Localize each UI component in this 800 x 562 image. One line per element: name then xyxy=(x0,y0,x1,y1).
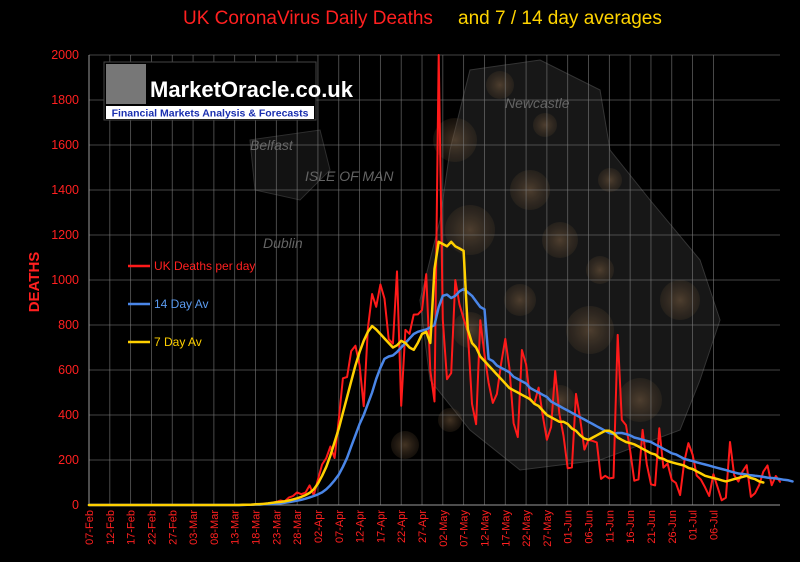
x-tick-label: 07-Feb xyxy=(84,510,96,545)
legend-label-deaths: UK Deaths per day xyxy=(154,259,255,273)
y-tick-label: 1000 xyxy=(51,273,79,287)
chart-title-main: UK CoronaVirus Daily Deaths xyxy=(183,8,433,29)
map-blob xyxy=(542,222,578,258)
map-blob xyxy=(586,256,614,284)
map-blob xyxy=(445,205,495,255)
x-tick-label: 12-Apr xyxy=(355,510,367,543)
map-label-newcastle: Newcastle xyxy=(505,95,570,111)
legend: UK Deaths per day 14 Day Av 7 Day Av xyxy=(128,259,255,349)
x-tick-label: 02-Apr xyxy=(313,510,325,543)
map-blob xyxy=(438,408,462,432)
x-tick-label: 27-Feb xyxy=(167,510,179,545)
map-blob xyxy=(660,280,700,320)
background-map: Belfast ISLE OF MAN Dublin Newcastle xyxy=(249,59,721,471)
legend-label-14day: 14 Day Av xyxy=(154,297,208,311)
logo-tagline: Financial Markets Analysis & Forecasts xyxy=(112,108,309,120)
x-tick-label: 01-Jul xyxy=(688,510,700,540)
x-tick-label: 26-Jun xyxy=(667,510,679,544)
x-tick-label: 12-Feb xyxy=(105,510,117,545)
map-blob xyxy=(486,71,514,99)
y-tick-label: 200 xyxy=(58,453,79,467)
x-tick-label: 17-Apr xyxy=(375,510,387,543)
x-tick-label: 03-Mar xyxy=(188,510,200,545)
y-tick-label: 1400 xyxy=(51,183,79,197)
y-tick-label: 0 xyxy=(72,498,79,512)
y-tick-label: 600 xyxy=(58,363,79,377)
x-tick-label: 07-Apr xyxy=(334,510,346,543)
map-blobs xyxy=(391,71,700,459)
y-tick-label: 1200 xyxy=(51,228,79,242)
series-layer xyxy=(87,54,794,507)
x-tick-label: 22-Apr xyxy=(396,510,408,543)
legend-label-7day: 7 Day Av xyxy=(154,335,202,349)
y-tick-label: 1600 xyxy=(51,138,79,152)
x-tick-label: 23-Mar xyxy=(271,510,283,545)
x-tick-label: 18-Mar xyxy=(251,510,263,545)
x-tick-label: 17-Feb xyxy=(126,510,138,545)
map-label-isle-of-man: ISLE OF MAN xyxy=(305,168,394,184)
y-axis-title: DEATHS xyxy=(26,252,43,313)
y-tick-labels: 0 200 400 600 800 1000 1200 1400 1600 1800 2000 xyxy=(51,48,79,512)
map-label-dublin: Dublin xyxy=(263,235,303,251)
y-tick-label: 800 xyxy=(58,318,79,332)
x-tick-label: 06-Jul xyxy=(708,510,720,540)
x-tick-label: 27-Apr xyxy=(417,510,429,543)
x-tick-label: 07-May xyxy=(459,510,471,547)
x-tick-label: 21-Jun xyxy=(646,510,658,544)
map-island xyxy=(249,129,331,201)
x-tick-label: 11-Jun xyxy=(604,510,616,543)
x-tick-label: 12-May xyxy=(479,510,491,547)
map-blob xyxy=(566,306,614,354)
x-tick-label: 16-Jun xyxy=(625,510,637,544)
x-tick-label: 06-Jun xyxy=(584,510,596,544)
grid-layer xyxy=(88,54,780,506)
y-tick-label: 2000 xyxy=(51,48,79,62)
x-tick-label: 22-Feb xyxy=(146,510,158,545)
x-tick-label: 22-May xyxy=(521,510,533,547)
x-tick-labels: 07-Feb 12-Feb 17-Feb 22-Feb 27-Feb 03-Mar 08-M… xyxy=(84,510,720,547)
map-blob xyxy=(391,431,419,459)
x-tick-label: 02-May xyxy=(438,510,450,547)
map-blob xyxy=(533,113,557,137)
x-tick-label: 28-Mar xyxy=(292,510,304,545)
logo-name: MarketOracle.co.uk xyxy=(150,77,354,102)
x-tick-label: 27-May xyxy=(542,510,554,547)
logo-tagline-bar xyxy=(106,106,314,119)
x-tick-label: 08-Mar xyxy=(209,510,221,545)
x-tick-label: 17-May xyxy=(500,510,512,547)
y-tick-label: 1800 xyxy=(51,93,79,107)
map-blob xyxy=(433,118,477,162)
map-blob xyxy=(504,284,536,316)
marketoracle-logo: MarketOracle.co.uk Financial Markets Ana… xyxy=(103,61,354,121)
map-blob xyxy=(598,168,622,192)
x-tick-label: 01-Jun xyxy=(563,510,575,544)
chart-title-averages: and 7 / 14 day averages xyxy=(458,8,662,29)
y-tick-label: 400 xyxy=(58,408,79,422)
x-tick-label: 13-Mar xyxy=(230,510,242,545)
series-line-7-day-average xyxy=(87,240,765,507)
logo-figure-icon xyxy=(106,64,146,104)
